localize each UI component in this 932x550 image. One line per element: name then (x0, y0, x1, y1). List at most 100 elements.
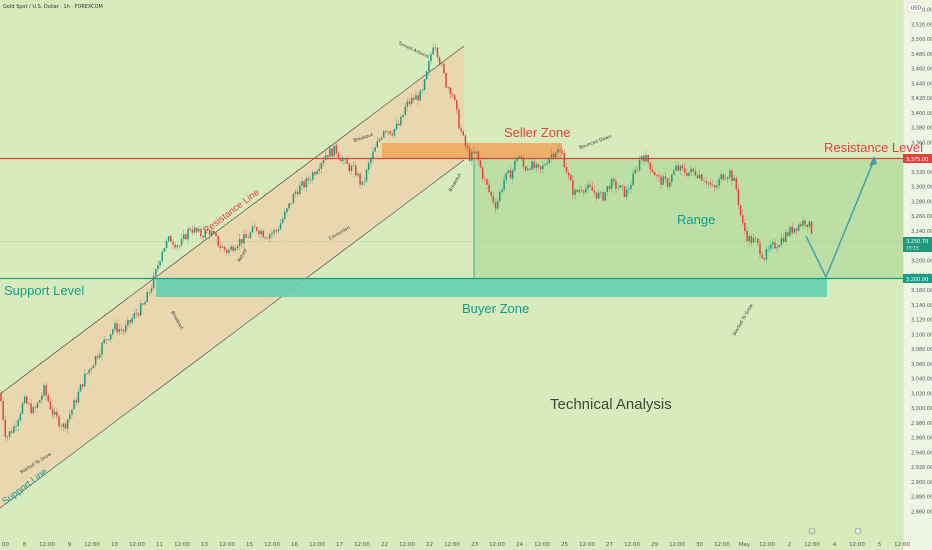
candle-body (520, 156, 523, 159)
candle-body (223, 246, 226, 250)
candle-body (219, 245, 222, 248)
time-tick-label: 12:00 (579, 542, 595, 548)
candle-body (359, 173, 361, 185)
candle-body (170, 236, 172, 242)
candle-body (49, 401, 52, 410)
candle-body (505, 172, 507, 180)
candle-body (290, 203, 292, 204)
candle-body (797, 224, 800, 231)
candle-body (264, 237, 267, 239)
candle-body (26, 396, 28, 404)
price-tick-label: 3,140.00 (911, 303, 932, 309)
candle-body (739, 205, 742, 216)
candle-body (625, 190, 628, 197)
currency-box[interactable] (907, 2, 923, 13)
candle-body (77, 391, 80, 403)
candle-body (114, 323, 116, 330)
resistance-price-text: 3,375.00 (906, 157, 928, 163)
candle-body (155, 269, 157, 276)
candle-body (275, 230, 277, 232)
time-tick-label: 12:00 (399, 542, 415, 548)
candle-body (378, 139, 381, 142)
candle-body (122, 330, 125, 332)
candle-body (352, 165, 355, 167)
candle-body (808, 221, 811, 227)
candle-body (107, 339, 110, 341)
price-tick-label: 3,380.00 (911, 126, 932, 132)
candle-body (754, 238, 757, 239)
candle-body (43, 385, 45, 396)
candle-body (681, 165, 684, 169)
candle-body (137, 313, 140, 316)
candle-body (348, 163, 351, 171)
current-price-badge (903, 237, 932, 252)
candle-body (647, 155, 649, 163)
candle-body (271, 233, 273, 235)
candle-body (355, 165, 357, 176)
candle-body (613, 179, 615, 181)
candle-body (763, 258, 765, 260)
candle-body (503, 179, 505, 190)
candle-body (32, 407, 34, 414)
candle-body (286, 208, 288, 212)
candle-body (423, 79, 426, 90)
candle-body (679, 165, 682, 171)
candle-body (623, 186, 626, 197)
candle-body (720, 174, 722, 179)
candle-body (234, 248, 237, 251)
candle-body (380, 137, 383, 140)
candle-body (785, 232, 787, 242)
candle-body (73, 400, 75, 410)
candle-body (546, 163, 548, 165)
candle-body (658, 175, 660, 177)
projection-arrow-path (805, 159, 875, 279)
candle-body (15, 426, 17, 427)
symbol-title: Gold Spot / U.S. Dollar · 1h · FOREXCOM (3, 4, 103, 10)
candle-body (606, 186, 609, 192)
time-tick-label: 5 (878, 542, 882, 548)
candle-body (4, 419, 7, 438)
candle-body (45, 385, 47, 396)
candle-body (385, 131, 387, 133)
candle-body (789, 226, 791, 236)
candle-body (135, 313, 138, 314)
candle-body (273, 230, 275, 234)
time-tick-label: 13 (201, 542, 208, 548)
price-tick-label: 3,200.00 (911, 259, 932, 265)
time-tick-label: 9 (68, 542, 72, 548)
price-axis-labels: 2,860.00 2,880.00 2,900.00 2,920.00 2,940.00… (911, 8, 932, 516)
candle-body (597, 192, 600, 199)
candle-body (303, 181, 305, 188)
candle-body (97, 356, 99, 358)
candle-body (236, 245, 239, 249)
candle-body (301, 181, 303, 186)
flag-icon[interactable] (854, 527, 862, 535)
candle-body (342, 159, 344, 162)
candle-body (408, 101, 411, 104)
candle-body (752, 238, 755, 243)
candle-body (610, 179, 613, 189)
candle-body (578, 190, 581, 192)
time-tick-label: 12:00 (354, 542, 370, 548)
candle-body (716, 185, 718, 188)
candle-body (800, 224, 802, 226)
candle-body (436, 47, 439, 58)
time-tick-label: 11 (156, 542, 163, 548)
candle-body (387, 131, 389, 133)
time-tick-label: 12:00 (849, 542, 865, 548)
candle-body (382, 131, 385, 138)
candle-body (277, 229, 280, 232)
candle-body (468, 148, 471, 161)
candle-body (335, 145, 338, 154)
candle-body (318, 168, 320, 172)
candle-body (281, 218, 284, 224)
candle-body (699, 174, 701, 179)
candle-body (479, 160, 482, 168)
candle-body (649, 162, 652, 170)
candle-body (475, 151, 477, 153)
candle-body (140, 303, 142, 316)
clock-icon[interactable] (808, 527, 816, 535)
price-tick-label: 3,080.00 (911, 347, 932, 353)
time-tick-label: 17 (336, 542, 343, 548)
